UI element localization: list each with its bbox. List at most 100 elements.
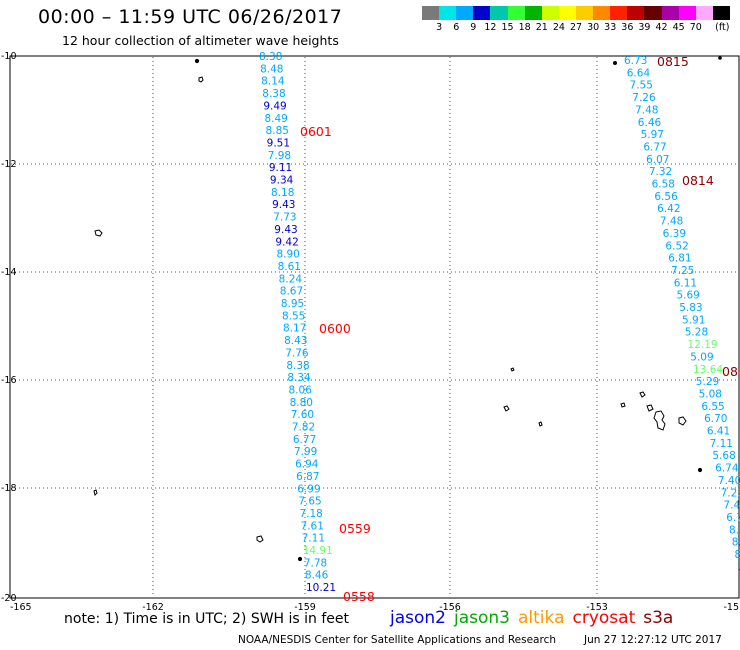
map-grid (11, 57, 738, 597)
island (678, 416, 687, 426)
map-subtitle: 12 hour collection of altimeter wave hei… (62, 33, 339, 48)
swath-values-right: 6.736.647.557.267.486.465.976.776.077.32… (624, 55, 740, 573)
island (510, 367, 515, 372)
colorbar-cell (422, 6, 440, 20)
swh-value: 8.2 (732, 537, 740, 549)
satellite-cryosat: cryosat (572, 608, 636, 628)
x-tick-label: -165 (10, 602, 32, 613)
colorbar-label: 36 (621, 22, 634, 33)
swh-value: 7.22 (721, 487, 740, 499)
map-frame (9, 55, 740, 599)
swh-value: 6.77 (293, 434, 316, 446)
swh-value: 10.21 (306, 582, 336, 594)
swh-value: 7.76 (285, 347, 309, 359)
colorbar-cell (644, 6, 662, 20)
swh-value: 5.91 (682, 314, 705, 326)
island (653, 410, 666, 431)
colorbar-label: 18 (518, 22, 531, 33)
pass-time: 0815 (657, 54, 689, 69)
swh-value: 8.17 (283, 323, 306, 335)
swh-value: 7.60 (291, 409, 314, 421)
swh-value: 7.11 (710, 438, 733, 450)
swh-value: 6.99 (297, 483, 320, 495)
pass-time: 0558 (343, 589, 375, 604)
swh-value: 8.46 (305, 570, 329, 582)
colorbar-cell (627, 6, 645, 20)
credit-text: NOAA/NESDIS Center for Satellite Applica… (238, 634, 556, 646)
swh-value: 8.06 (289, 384, 313, 396)
colorbar-label: 3 (436, 22, 443, 33)
swh-value: 8. (734, 549, 740, 561)
swh-value: 7.48 (635, 104, 658, 116)
pass-time: 0559 (339, 521, 371, 536)
swh-value: 5.28 (685, 327, 708, 339)
colorbar-cell (490, 6, 508, 20)
x-tick-label: -159 (294, 602, 316, 613)
swh-value: 7.65 (298, 496, 321, 508)
swh-value: 5.08 (699, 388, 722, 400)
island (94, 229, 103, 237)
swh-value: 7. (737, 561, 740, 573)
swh-value: 8.49 (264, 113, 287, 125)
swh-value: 9.43 (274, 224, 297, 236)
colorbar-label: 27 (569, 22, 583, 33)
colorbar-label: 15 (501, 22, 514, 33)
pass-time: 0600 (319, 321, 351, 336)
swh-value: 8.80 (290, 397, 313, 409)
colorbar-cell (456, 6, 474, 20)
swh-value: 14.91 (303, 545, 333, 557)
swh-value: 7.55 (630, 80, 653, 92)
colorbar-label: 39 (638, 22, 651, 33)
swh-value: 8.90 (276, 249, 299, 261)
colorbar-label: 30 (587, 22, 600, 33)
swath-values-left: 8.388.488.148.389.498.498.859.517.989.11… (259, 51, 336, 594)
generated-timestamp: Jun 27 12:27:12 UTC 2017 (584, 634, 722, 646)
swh-value: 8.55 (282, 310, 305, 322)
colorbar-label: 24 (552, 22, 565, 33)
pass-time: 0601 (300, 124, 332, 139)
colorbar-label: 45 (672, 22, 685, 33)
y-tick-label: -16 (1, 375, 17, 386)
colorbar-cell (678, 6, 696, 20)
swh-value: 7.32 (649, 166, 672, 178)
colorbar-label: (ft) (715, 22, 730, 33)
swh-value: 6.87 (296, 471, 319, 483)
swh-value: 9.51 (267, 137, 290, 149)
x-tick-label: -156 (439, 602, 461, 613)
swh-value: 5.09 (690, 351, 713, 363)
y-tick-label: -20 (1, 593, 17, 604)
island (198, 76, 204, 83)
island (646, 404, 654, 412)
colorbar-cell (575, 6, 594, 20)
colorbar-label: 12 (484, 22, 497, 33)
colorbar-cell (524, 6, 542, 20)
swh-value: 6.70 (704, 413, 727, 425)
colorbar-cell (439, 6, 457, 20)
island (194, 58, 200, 64)
units-note: note: 1) Time is in UTC; 2) SWH is in fe… (64, 611, 350, 627)
colorbar-cell (593, 6, 611, 20)
colorbar-label: 21 (535, 22, 548, 33)
island (620, 402, 626, 408)
swh-value: 8.24 (279, 273, 303, 285)
swh-value: 7.40 (718, 475, 740, 487)
colorbar-label: 6 (453, 22, 460, 33)
satellite-jason3: jason3 (454, 608, 510, 628)
swh-value: 6.74 (715, 463, 739, 475)
swh-value: 6.52 (665, 240, 688, 252)
colorbar-cell (712, 6, 730, 20)
swh-value: 6.64 (627, 67, 651, 79)
swh-value: 7.78 (304, 557, 327, 569)
swh-value: 9.34 (270, 175, 294, 187)
swh-value: 6.58 (652, 179, 675, 191)
colorbar-cell (661, 6, 679, 20)
island (613, 61, 617, 65)
swh-value: 8.85 (266, 125, 289, 137)
colorbar-cell (695, 6, 713, 20)
swh-value: 8.67 (280, 286, 303, 298)
y-tick-label: -14 (1, 267, 17, 278)
island (256, 535, 264, 543)
swh-value: 8.61 (278, 261, 301, 273)
swh-value: 8.48 (260, 63, 283, 75)
